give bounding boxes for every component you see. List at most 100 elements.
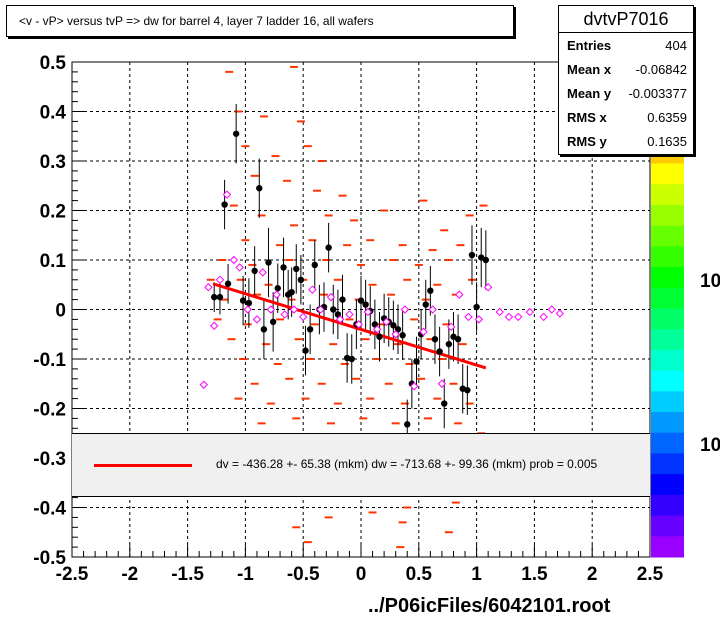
profile-point	[224, 280, 232, 287]
magenta-marker	[266, 305, 276, 314]
stats-key: RMS x	[567, 110, 607, 125]
stats-key: Mean x	[567, 62, 612, 77]
palette-cell	[651, 163, 684, 185]
magenta-marker	[222, 190, 232, 199]
stats-value: 0.1635	[647, 134, 687, 149]
source-file-label: ../P06icFiles/6042101.root	[368, 595, 611, 617]
x-tick-label: 2.5	[637, 564, 664, 585]
stats-key: RMS y	[567, 134, 607, 149]
stats-row-rms-x: RMS x 0.6359	[567, 110, 687, 132]
y-tick-label: -0.3	[33, 449, 66, 470]
stats-value: -0.06842	[635, 62, 687, 77]
magenta-marker	[455, 290, 464, 299]
profile-point	[473, 303, 480, 311]
profile-point	[269, 318, 277, 326]
fit-line-segment	[212, 282, 487, 370]
profile-point	[306, 326, 314, 333]
y-tick-label: 0.5	[40, 53, 67, 74]
magenta-marker	[555, 309, 565, 318]
magenta-marker	[428, 305, 437, 314]
x-tick-label: -0.5	[287, 564, 320, 585]
magenta-marker	[252, 315, 262, 324]
x-tick-label: 0	[356, 564, 367, 585]
palette-cell	[651, 494, 684, 517]
palette-cell	[651, 474, 684, 496]
magenta-marker	[280, 310, 289, 319]
magenta-marker	[409, 382, 419, 391]
palette-cell	[651, 225, 684, 247]
magenta-marker	[474, 315, 484, 324]
y-tick-label: -0.2	[33, 400, 66, 421]
profile-point	[325, 244, 332, 251]
magenta-marker	[258, 268, 267, 277]
palette-cell	[651, 184, 684, 206]
x-tick-label: 1	[471, 564, 482, 585]
magenta-marker	[354, 320, 363, 329]
stats-row-mean-y: Mean y -0.003377	[567, 86, 687, 108]
magenta-marker	[308, 285, 317, 294]
profile-point	[464, 386, 471, 394]
profile-point	[441, 400, 448, 407]
palette-labels: 10 10	[700, 271, 720, 456]
legend-text: dv = -436.28 +- 65.38 (mkm) dw = -713.68…	[216, 457, 598, 471]
stats-name: dvtvP7016	[559, 6, 693, 33]
y-tick-labels: 0.5 0.4 0.3 0.2 0.1 0 -0.1 -0.2 -0.3 -0.4 -0.5	[33, 53, 66, 569]
profile-point	[239, 297, 247, 304]
palette-cell	[651, 349, 684, 372]
magenta-marker	[437, 379, 447, 388]
palette-cell	[651, 370, 684, 392]
profile-point	[232, 130, 240, 137]
magenta-marker	[243, 305, 252, 314]
profile-point	[216, 293, 224, 301]
magenta-marker	[464, 312, 473, 322]
magenta-marker	[215, 275, 225, 285]
palette-cell	[651, 453, 684, 475]
palette-cell	[651, 267, 684, 289]
palette-cell	[651, 515, 684, 537]
profile-point	[330, 306, 337, 313]
x-tick-labels: -2.5 -2 -1.5 -1 -0.5 0 0.5 1 1.5 2 2.5	[56, 564, 664, 585]
profile-point	[468, 251, 476, 259]
x-tick-label: -2	[121, 564, 138, 585]
x-tick-label: 1.5	[521, 564, 548, 585]
palette-cell	[651, 329, 684, 351]
profile-point	[297, 276, 305, 283]
profile-point	[362, 301, 369, 308]
stats-row-entries: Entries 404	[567, 38, 687, 60]
palette-cell	[651, 412, 684, 434]
magenta-marker	[382, 317, 391, 327]
stats-value: 0.6359	[647, 110, 687, 125]
magenta-marker	[483, 283, 493, 292]
profile-point	[390, 322, 397, 329]
y-tick-label: 0.3	[40, 152, 66, 173]
magenta-marker	[400, 305, 410, 314]
profile-point	[245, 299, 253, 307]
y-tick-label: 0.4	[40, 103, 67, 124]
profile-point	[251, 267, 258, 275]
x-tick-label: -1	[237, 564, 254, 585]
palette-cell	[651, 536, 684, 558]
palette-cell	[651, 308, 684, 330]
profile-point	[404, 421, 411, 428]
magenta-marker	[326, 292, 336, 302]
magenta-marker	[289, 305, 299, 314]
profile-point	[431, 336, 439, 343]
chart-title: <v - vP> versus tvP => dw for barrel 4, …	[19, 14, 374, 28]
palette-cell	[651, 287, 684, 309]
x-tick-label: -1.5	[171, 564, 204, 585]
profile-point	[427, 287, 434, 294]
profile-point	[339, 296, 346, 303]
profile-point	[413, 358, 420, 365]
palette-cell	[651, 432, 684, 454]
profile-point	[260, 326, 268, 333]
magenta-marker	[335, 315, 345, 324]
magenta-marker	[372, 325, 382, 334]
profile-point	[376, 333, 383, 340]
profile-point	[445, 340, 453, 348]
magenta-marker	[209, 321, 219, 331]
y-tick-label: 0	[55, 301, 66, 322]
palette-label: 10	[700, 271, 720, 292]
profile-point	[274, 285, 281, 292]
histogram-dashes	[206, 65, 488, 549]
palette-cell	[651, 204, 684, 227]
